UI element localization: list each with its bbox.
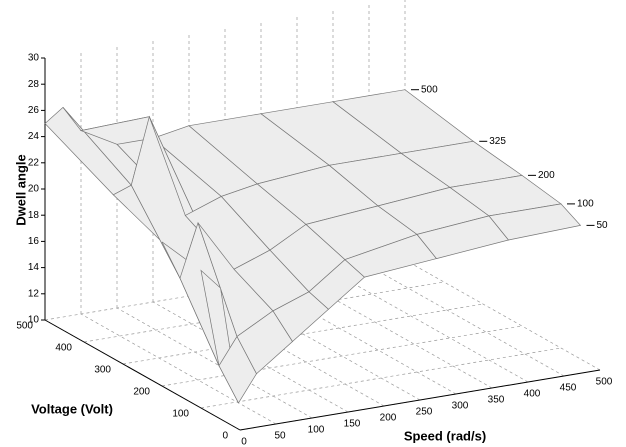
z-tick-label: 14 — [28, 262, 40, 273]
x-tick-label: 100 — [308, 425, 325, 436]
z-tick-label: 12 — [28, 288, 40, 299]
y-tick-label: 400 — [55, 343, 72, 354]
grid-line — [161, 325, 523, 387]
z-axis-label: Dwell angle — [13, 154, 28, 226]
y-tick-label: 500 — [16, 321, 33, 332]
z-tick-label: 26 — [28, 105, 40, 116]
z-tick-label: 16 — [28, 236, 40, 247]
z-tick-label: 20 — [28, 184, 40, 195]
series-label: 100 — [577, 199, 594, 210]
grid-line — [332, 271, 529, 383]
z-tick-label: 22 — [28, 157, 40, 168]
x-tick-label: 150 — [344, 419, 361, 430]
x-tick-label: 50 — [274, 431, 286, 442]
grid-line — [404, 259, 601, 371]
grid-line — [122, 303, 484, 365]
x-tick-label: 250 — [416, 407, 433, 418]
z-tick-label: 10 — [28, 315, 40, 326]
grid-line — [200, 347, 562, 409]
x-tick-label: 400 — [524, 389, 541, 400]
x-tick-label: 500 — [596, 377, 613, 388]
axis-line — [239, 369, 601, 431]
z-tick-label: 28 — [28, 79, 40, 90]
grid-line — [80, 313, 277, 425]
series-label: 500 — [421, 84, 438, 95]
z-tick-label: 30 — [28, 53, 40, 64]
surface-patch — [488, 203, 582, 241]
x-tick-label: 300 — [452, 401, 469, 412]
y-axis-label: Voltage (Volt) — [31, 401, 113, 416]
y-tick-label: 100 — [172, 409, 189, 420]
x-tick-label: 200 — [380, 413, 397, 424]
x-tick-label: 450 — [560, 383, 577, 394]
series-label: 325 — [489, 136, 506, 147]
z-tick-label: 24 — [28, 131, 40, 142]
grid-line — [368, 265, 565, 377]
grid-line — [116, 307, 313, 419]
y-tick-label: 0 — [222, 431, 228, 442]
y-tick-label: 200 — [133, 387, 150, 398]
series-label: 50 — [597, 220, 609, 231]
x-tick-label: 350 — [488, 395, 505, 406]
z-tick-label: 18 — [28, 210, 40, 221]
series-label: 200 — [538, 170, 555, 181]
x-tick-label: 0 — [241, 437, 247, 447]
axis-line — [44, 319, 241, 431]
y-tick-label: 300 — [94, 365, 111, 376]
x-axis-label: Speed (rad/s) — [404, 428, 486, 443]
grid-line — [152, 301, 349, 413]
